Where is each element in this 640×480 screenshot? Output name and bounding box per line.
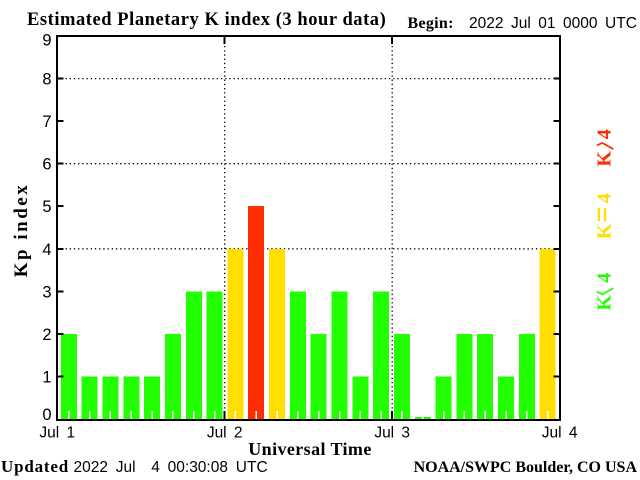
svg-text:5: 5 <box>42 198 51 216</box>
svg-text:Estimated Planetary K index (3: Estimated Planetary K index (3 hour data… <box>27 10 386 30</box>
svg-text:4: 4 <box>42 241 51 259</box>
svg-text:Jul 2: Jul 2 <box>207 425 243 442</box>
svg-text:4: 4 <box>593 193 615 203</box>
svg-text:6: 6 <box>42 156 51 174</box>
svg-text:9: 9 <box>42 32 51 50</box>
svg-text:7: 7 <box>42 113 51 131</box>
svg-text:8: 8 <box>42 71 51 89</box>
svg-text:K: K <box>593 223 615 239</box>
svg-text:Jul 4: Jul 4 <box>542 425 578 442</box>
svg-text:2: 2 <box>42 326 51 344</box>
svg-text:NOAA/SWPC Boulder, CO USA: NOAA/SWPC Boulder, CO USA <box>414 459 638 476</box>
svg-text:Kp index: Kp index <box>11 183 32 277</box>
svg-text:4: 4 <box>593 129 615 139</box>
svg-text:Universal Time: Universal Time <box>248 439 371 459</box>
svg-text:Jul 1: Jul 1 <box>39 425 75 442</box>
svg-text:0: 0 <box>42 406 51 424</box>
svg-text:2022 Jul 4 00:30:08 UTC: 2022 Jul 4 00:30:08 UTC <box>74 459 268 476</box>
svg-text:2022 Jul 01 0000 UTC: 2022 Jul 01 0000 UTC <box>469 15 637 32</box>
svg-text:3: 3 <box>42 283 51 301</box>
svg-text:Begin:: Begin: <box>408 15 454 32</box>
svg-text:K: K <box>593 151 615 167</box>
svg-text:4: 4 <box>593 273 615 283</box>
svg-text:K: K <box>593 295 615 311</box>
svg-text:Updated: Updated <box>1 457 69 476</box>
svg-text:Jul 3: Jul 3 <box>374 425 410 442</box>
svg-text:1: 1 <box>42 368 51 386</box>
